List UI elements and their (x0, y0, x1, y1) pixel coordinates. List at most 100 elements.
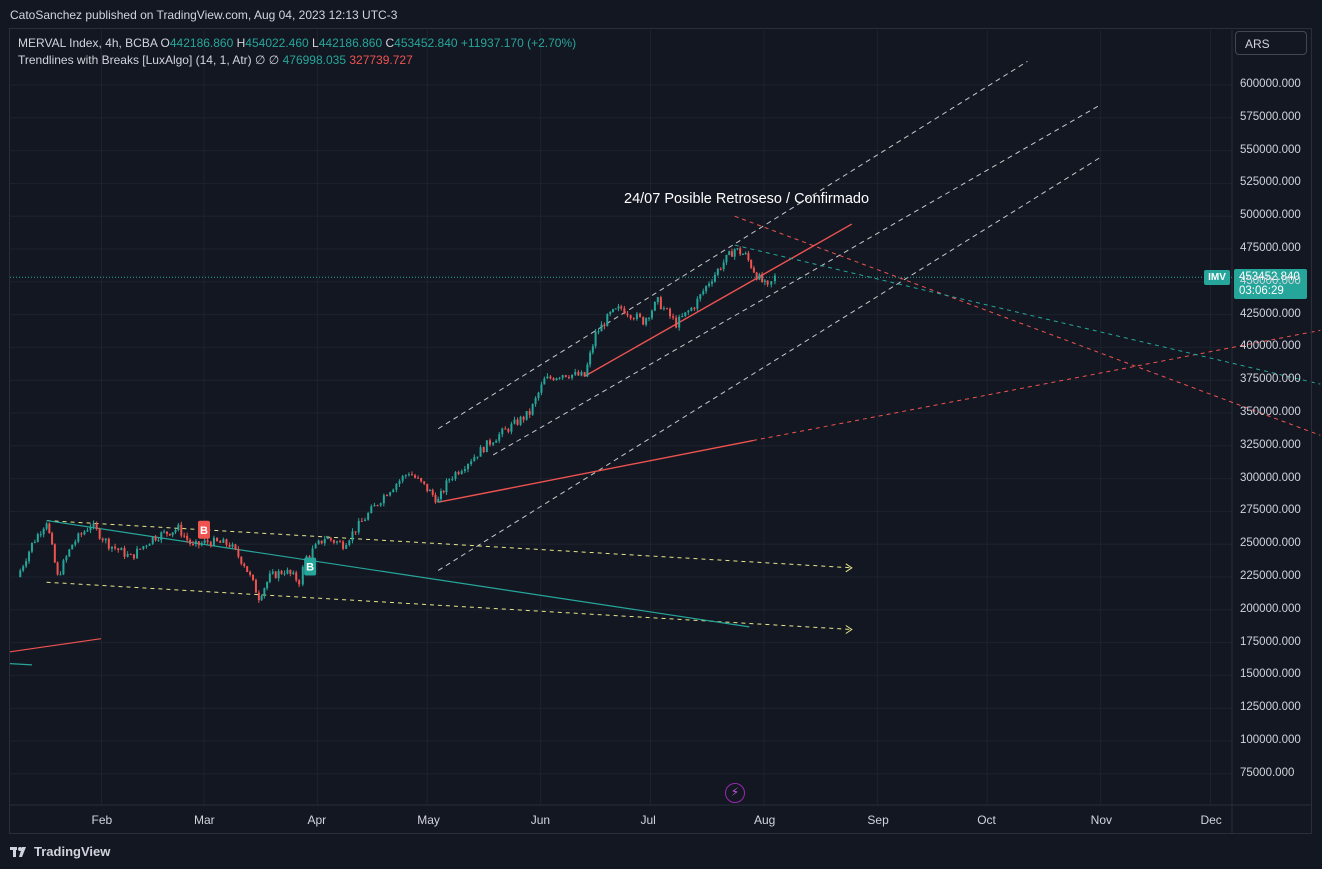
candle-body (45, 523, 48, 529)
candle-body (766, 280, 769, 285)
legend-high: 454022.460 (245, 36, 309, 50)
candle-body (552, 378, 555, 381)
trendline-white-dashed-channel (437, 60, 1028, 430)
legend-symbol[interactable]: MERVAL Index, 4h, BCBA (18, 36, 158, 50)
candle-body (747, 253, 750, 261)
candle-body (770, 281, 773, 285)
top-bar: CatoSanchez published on TradingView.com… (0, 0, 1322, 28)
legend-ohlc-row: MERVAL Index, 4h, BCBA O442186.860 H4540… (18, 35, 576, 52)
lightning-icon[interactable]: ⚡ (725, 783, 745, 803)
bottom-bar (0, 836, 1322, 869)
candle-body (577, 372, 580, 376)
candle-body (83, 531, 86, 535)
legend-h-label: H (236, 36, 246, 50)
candle-body (280, 571, 283, 574)
legend-low: 442186.860 (318, 36, 383, 50)
legend-l-label: L (312, 36, 319, 50)
candle-body (148, 543, 151, 546)
candle-body (457, 472, 460, 474)
trendline-red-solid (584, 223, 853, 377)
candle-body (620, 306, 623, 309)
candle-body (659, 297, 662, 310)
candle-body (597, 331, 600, 333)
candle-body (329, 537, 332, 541)
candle-body (271, 571, 274, 574)
candle-body (555, 378, 558, 381)
candle-body (603, 324, 606, 327)
candle-body (160, 532, 163, 541)
candle-body (266, 581, 269, 589)
candle-body (120, 548, 123, 551)
candle-body (730, 251, 733, 257)
candle-body (249, 571, 252, 575)
symbol-tag: IMV (1204, 270, 1230, 285)
candle-body (684, 312, 687, 317)
candle-body (407, 474, 410, 476)
candle-body (482, 447, 485, 453)
candle-body (200, 543, 203, 546)
candle-body (445, 480, 448, 493)
candle-body (206, 540, 209, 543)
candle-body (460, 471, 463, 474)
candle-body (741, 254, 744, 256)
price-tick-label: 350000.000 (1240, 406, 1301, 418)
candle-body (373, 505, 376, 507)
indicator-name[interactable]: Trendlines with Breaks [LuxAlgo] (14, 1,… (18, 53, 252, 67)
currency-selector[interactable]: ARS (1235, 31, 1307, 55)
time-tick-label: May (417, 813, 440, 827)
candle-body (376, 505, 379, 507)
break-marker-label: B (306, 562, 314, 574)
candle-body (36, 534, 39, 542)
candle-body (252, 574, 255, 580)
candle-body (367, 513, 370, 520)
candle-body (609, 311, 612, 315)
price-tick-label: 400000.000 (1240, 340, 1301, 353)
candle-body (192, 543, 194, 545)
candle-body (672, 316, 675, 318)
candle-body (298, 580, 301, 585)
indicator-value-upper: 476998.035 (282, 53, 347, 67)
candle-body (139, 548, 142, 550)
time-tick-label: Sep (867, 813, 889, 827)
time-tick-label: Dec (1200, 813, 1222, 827)
candle-body (681, 316, 684, 318)
candle-body (53, 544, 56, 563)
candle-body (157, 540, 160, 542)
candle-body (410, 474, 413, 476)
candle-body (268, 573, 271, 582)
candle-body (342, 541, 345, 549)
candle-body (180, 524, 183, 536)
candle-body (203, 540, 206, 544)
candle-body (28, 551, 31, 562)
candle-body (442, 491, 445, 493)
candle-body (254, 579, 257, 593)
candle-body (98, 528, 101, 539)
trendline-yellow-dashed (46, 520, 852, 569)
candle-body (314, 544, 317, 549)
candle-body (332, 540, 335, 543)
candle-body (42, 528, 45, 535)
break-marker (304, 557, 317, 576)
time-tick-label: Nov (1090, 813, 1113, 827)
candle-body (231, 544, 234, 547)
candle-body (632, 318, 635, 320)
indicator-flags: ∅ ∅ (255, 53, 280, 67)
candle-body (507, 428, 510, 432)
candle-body (186, 535, 189, 540)
candle-body (123, 548, 126, 557)
candle-body (92, 523, 95, 527)
candle-body (86, 530, 89, 532)
candle-body (705, 285, 708, 292)
price-tick-label: 75000.000 (1240, 766, 1295, 779)
candle-body (219, 541, 222, 543)
candle-body (702, 291, 705, 295)
candle-body (504, 428, 507, 430)
candle-body (74, 541, 77, 545)
tradingview-logo[interactable]: TradingView (10, 844, 110, 859)
candle-body (574, 372, 577, 375)
candle-body (669, 308, 672, 317)
candle-body (154, 536, 157, 541)
candle-body (736, 248, 739, 250)
candle-body (212, 537, 215, 547)
